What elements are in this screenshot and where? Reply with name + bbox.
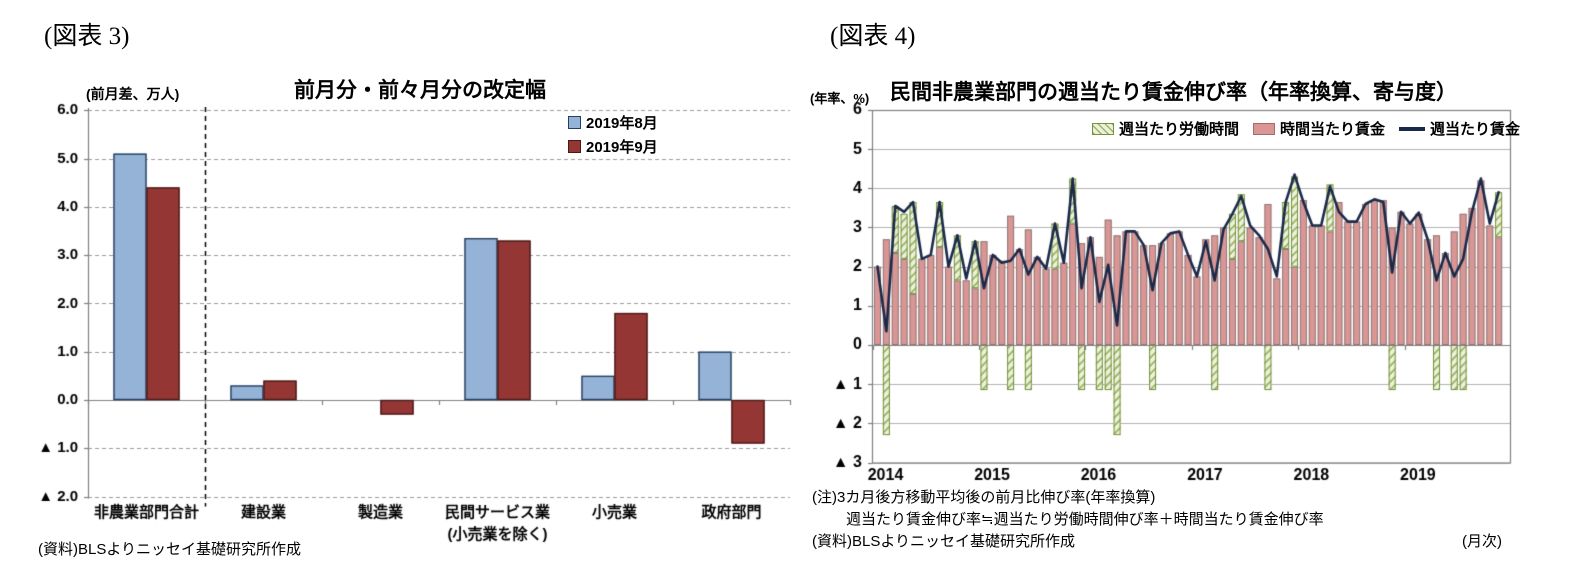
figure4-unit-label: (年率、%) [810, 91, 870, 106]
figure4-legend-swatch-hourly-wage [1253, 122, 1276, 135]
figure3-legend-label-2019-09: 2019年9月 [586, 139, 658, 156]
figure4-frequency: (月次) [1462, 533, 1502, 550]
figure3-legend-label-2019-08: 2019年8月 [586, 115, 658, 132]
figure4-note1: (注)3カ月後方移動平均後の前月比伸び率(年率換算) [812, 489, 1156, 506]
figure4-legend-item-hours: 週当たり労働時間 [1092, 118, 1239, 139]
figure3-legend-item-2019-09: 2019年9月 [568, 136, 658, 157]
figure3-legend-item-2019-08: 2019年8月 [568, 112, 658, 133]
figure4-legend-label-hourly-wage: 時間当たり賃金 [1280, 121, 1386, 138]
figure3-title: 前月分・前々月分の改定幅 [294, 79, 546, 102]
figure3-legend: 2019年8月 2019年9月 [568, 112, 658, 157]
figure4-tag: (図表 4) [830, 23, 916, 50]
figure4-legend: 週当たり労働時間 時間当たり賃金 週当たり賃金 [1092, 118, 1520, 139]
figure3-unit-label: (前月差、万人) [86, 86, 180, 102]
figure3-source: (資料)BLSよりニッセイ基礎研究所作成 [38, 541, 302, 558]
figure4-legend-item-hourly-wage: 時間当たり賃金 [1253, 118, 1385, 139]
figure4-note2: 週当たり賃金伸び率≒週当たり労働時間伸び率＋時間当たり賃金伸び率 [846, 511, 1324, 528]
figure4-legend-label-hours: 週当たり労働時間 [1119, 121, 1240, 138]
figure4-legend-swatch-hours [1092, 122, 1114, 135]
figure3-tag: (図表 3) [44, 23, 130, 50]
figure3-legend-swatch-2019-08 [568, 116, 581, 129]
figure3-legend-swatch-2019-09 [568, 140, 581, 153]
figure4-legend-item-weekly-wage: 週当たり賃金 [1399, 118, 1520, 139]
figure4-title: 民間非農業部門の週当たり賃金伸び率（年率換算、寄与度） [890, 81, 1457, 104]
figure4-legend-label-weekly-wage: 週当たり賃金 [1430, 121, 1521, 138]
figure4-legend-swatch-weekly-wage [1399, 126, 1426, 131]
figure4-source: (資料)BLSよりニッセイ基礎研究所作成 [812, 533, 1076, 550]
